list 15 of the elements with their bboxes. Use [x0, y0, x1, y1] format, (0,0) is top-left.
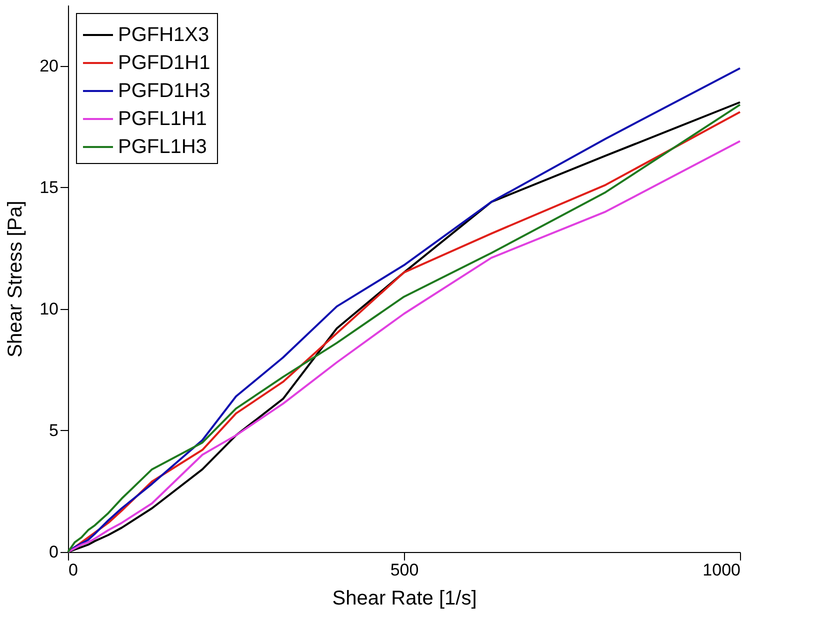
legend-label: PGFD1H1 — [118, 52, 210, 74]
legend-label: PGFH1X3 — [118, 24, 210, 46]
y-tick-label: 20 — [40, 56, 58, 76]
x-axis-title: Shear Rate [1/s] — [332, 588, 477, 610]
y-tick-label: 10 — [40, 299, 58, 318]
x-tick-label: 500 — [390, 560, 419, 580]
x-tick-label: 0 — [68, 560, 78, 580]
y-tick-label: 5 — [49, 420, 58, 440]
legend-label: PGFL1H3 — [118, 136, 207, 158]
x-tick-label: 1000 — [702, 560, 740, 580]
legend-label: PGFD1H3 — [118, 80, 210, 102]
y-tick-label: 15 — [40, 178, 58, 197]
legend-label: PGFL1H1 — [118, 108, 207, 130]
y-tick-label: 0 — [49, 542, 58, 562]
y-axis-title: Shear Stress [Pa] — [4, 200, 27, 358]
